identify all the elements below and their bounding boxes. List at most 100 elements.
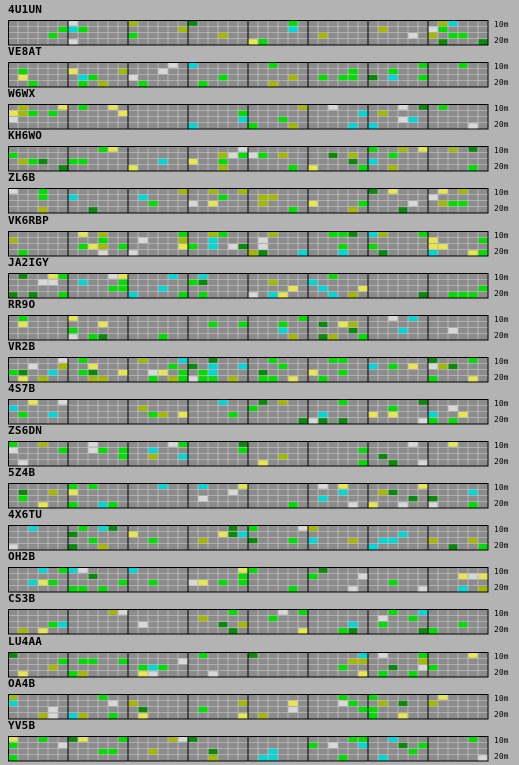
activity-cell: [38, 736, 48, 742]
activity-cell: [448, 363, 458, 369]
activity-cell: [78, 712, 88, 719]
band-label-20m: 20m: [494, 457, 509, 466]
station-callsign: LU4AA: [8, 634, 43, 648]
activity-cell: [198, 538, 208, 544]
activity-cell: [268, 62, 278, 68]
activity-cell: [288, 165, 298, 171]
activity-cell: [388, 489, 398, 496]
activity-cell: [428, 237, 438, 243]
activity-cell: [348, 123, 358, 129]
activity-cell: [478, 574, 488, 580]
band-label-20m: 20m: [494, 78, 509, 88]
activity-cell: [268, 376, 278, 382]
grid-border: [8, 483, 489, 509]
activity-cell: [178, 357, 188, 363]
activity-cell: [258, 399, 268, 405]
activity-cell: [428, 249, 438, 255]
station-row: 4S7B 10m 20m: [8, 381, 516, 425]
activity-cell: [8, 742, 18, 748]
activity-cell: [118, 68, 128, 75]
activity-cell: [148, 538, 158, 544]
activity-cell: [448, 291, 458, 298]
activity-cell: [298, 628, 308, 634]
activity-cell: [218, 622, 228, 628]
activity-cell: [178, 243, 188, 249]
activity-cell: [288, 207, 298, 213]
activity-cell: [378, 454, 388, 460]
activity-cell: [18, 496, 28, 502]
activity-cell: [458, 62, 468, 68]
activity-cell: [78, 658, 88, 664]
activity-cell: [438, 104, 448, 110]
activity-cell: [398, 327, 408, 333]
activity-grid-svg: [8, 20, 489, 46]
activity-cell: [238, 188, 248, 195]
activity-cell: [368, 411, 378, 418]
activity-cell: [248, 123, 258, 129]
activity-cell: [368, 159, 378, 165]
activity-cell: [58, 165, 68, 171]
station-callsign: JA2IGY: [8, 255, 49, 269]
activity-cell: [428, 628, 438, 634]
activity-cell: [58, 567, 68, 574]
activity-cell: [158, 483, 168, 489]
activity-cell: [238, 441, 248, 447]
activity-cell: [48, 489, 58, 496]
band-label-20m: 20m: [494, 667, 509, 677]
activity-cell: [258, 249, 268, 255]
activity-grid-svg: [8, 567, 489, 593]
activity-cell: [238, 712, 248, 719]
activity-cell: [58, 104, 68, 110]
activity-cell: [368, 243, 378, 249]
activity-cell: [378, 538, 388, 544]
activity-cell: [288, 75, 298, 81]
activity-cell: [8, 117, 18, 123]
activity-cell: [388, 165, 398, 171]
activity-cell: [278, 321, 288, 327]
activity-cell: [318, 333, 328, 340]
activity-cell: [398, 117, 408, 123]
activity-grid-svg: [8, 146, 489, 172]
activity-cell: [318, 567, 328, 574]
activity-cell: [378, 26, 388, 32]
activity-cell: [148, 748, 158, 754]
activity-cell: [148, 411, 158, 418]
activity-cell: [48, 580, 58, 586]
activity-cell: [188, 279, 198, 285]
activity-cell: [438, 694, 448, 700]
station-row: VK6RBP 10m 20m: [8, 214, 516, 257]
activity-cell: [448, 327, 458, 333]
station-callsign: OA4B: [8, 676, 36, 690]
activity-cell: [208, 363, 218, 369]
activity-cell: [348, 658, 358, 664]
activity-cell: [38, 628, 48, 634]
activity-cell: [218, 580, 228, 586]
activity-cell: [198, 580, 208, 586]
activity-cell: [58, 658, 68, 664]
activity-cell: [68, 39, 78, 45]
activity-cell: [468, 489, 478, 496]
activity-cell: [408, 363, 418, 369]
activity-cell: [208, 321, 218, 327]
activity-cell: [68, 502, 78, 508]
activity-cell: [68, 333, 78, 340]
activity-cell: [228, 153, 238, 159]
activity-cell: [358, 285, 368, 291]
station-row: OH2B 10m 20m: [8, 551, 516, 593]
activity-cell: [468, 357, 478, 363]
activity-cell: [398, 531, 408, 538]
band-label-20m: 20m: [494, 330, 509, 340]
station-callsign: 4S7B: [8, 381, 36, 395]
activity-cell: [28, 525, 38, 531]
activity-cell: [58, 363, 68, 369]
band-label-10m: 10m: [494, 483, 509, 493]
activity-cell: [448, 201, 458, 207]
activity-grid: [8, 356, 489, 383]
activity-cell: [318, 418, 328, 424]
band-label-10m: 10m: [494, 441, 509, 450]
activity-cell: [338, 664, 348, 670]
activity-cell: [78, 231, 88, 237]
activity-cell: [8, 153, 18, 159]
band-label-20m: 20m: [494, 709, 509, 719]
activity-cell: [38, 441, 48, 447]
